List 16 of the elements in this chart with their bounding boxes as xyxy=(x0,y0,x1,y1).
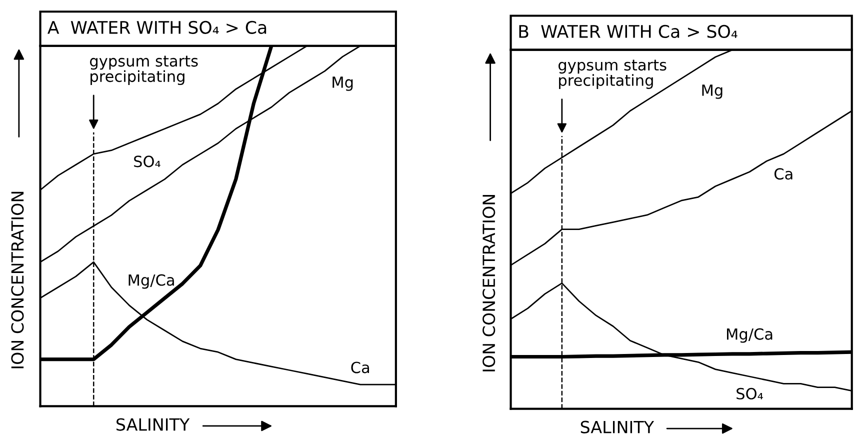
series-label: Mg xyxy=(702,84,722,99)
series-label: SO₄ xyxy=(736,388,763,400)
series-label: Ca xyxy=(774,168,792,180)
series-label: SO₄ xyxy=(134,156,160,168)
y-axis-title: ION CONCENTRATION xyxy=(11,192,24,368)
series-label: Mg xyxy=(332,76,353,91)
chart-title: B WATER WITH Ca > SO₄ xyxy=(519,24,738,38)
series-label: Mg/Ca xyxy=(128,274,174,289)
y-axis-title: ION CONCENTRATION xyxy=(482,195,496,372)
annotation: gypsum starts precipitating xyxy=(90,56,198,86)
series-label: Mg/Ca xyxy=(727,328,772,343)
chart-title: A WATER WITH SO₄ > Ca xyxy=(48,20,266,34)
series-label: Ca xyxy=(351,362,369,374)
x-axis-title: SALINITY xyxy=(116,418,190,431)
annotation: gypsum starts precipitating xyxy=(558,60,666,89)
x-axis-title: SALINITY xyxy=(580,420,654,434)
